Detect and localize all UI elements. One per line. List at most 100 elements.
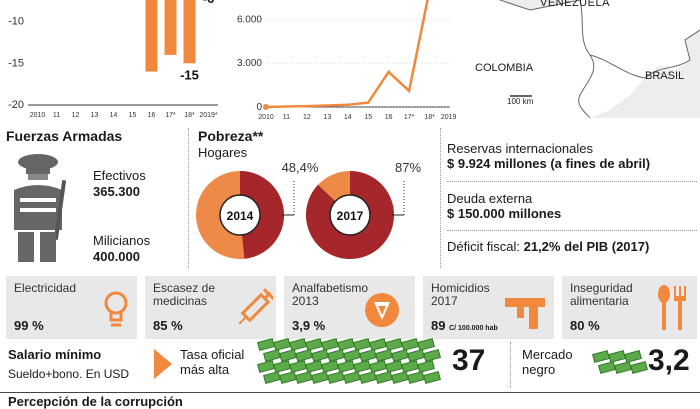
gun-icon [505, 298, 545, 329]
donut-hole [329, 194, 371, 236]
line-x-tick: 12 [303, 114, 311, 121]
bar-chart: -5-10-15-20201011121314151617*18*2019*-1… [0, 0, 225, 125]
map-scale: 100 km [507, 97, 534, 106]
official-rate-value: 37 [452, 344, 486, 377]
bar-x-tick: 12 [72, 112, 80, 119]
bar-y-tick: -20 [8, 99, 24, 111]
line-point [263, 104, 269, 110]
salary-subtitle: Sueldo+bono. En USD [8, 367, 130, 381]
money-bill-icon [391, 371, 409, 384]
money-bill-icon [592, 350, 610, 363]
line-y-tick: 0 [256, 102, 262, 113]
fork-spoon-icon [658, 285, 686, 330]
soldier-icon [14, 154, 67, 262]
indicator-title: Escasez de medicinas [153, 281, 216, 308]
black-market-value: 3,2 [648, 344, 690, 377]
money-bills-official [257, 338, 443, 386]
line-y-tick: 3.000 [237, 58, 262, 69]
donut-year: 2017 [337, 209, 364, 223]
line-x-tick: 11 [283, 114, 290, 121]
map-label-brasil: BRASIL [645, 70, 685, 82]
donut-main [306, 171, 394, 259]
poverty-title: Pobreza** [198, 128, 264, 144]
indicator-value: 3,9 % [292, 318, 326, 333]
bar-x-tick: 14 [110, 112, 118, 119]
bar [183, 0, 196, 64]
pencil-icon [365, 293, 399, 327]
deficit: Déficit fiscal: 21,2% del PIB (2017) [447, 239, 649, 254]
money-bills-black [592, 350, 648, 374]
deficit-label: Déficit fiscal: [447, 239, 520, 254]
debt-value: $ 150.000 millones [447, 206, 562, 221]
bar-chart-svg: -5-10-15-20201011121314151617*18*2019*-1… [8, 0, 218, 119]
salary-title: Salario mínimo [8, 347, 102, 362]
money-bill-icon [343, 371, 361, 384]
reserves-value: $ 9.924 millones (a fines de abril) [447, 156, 651, 171]
donut-pct-label: 87% [395, 160, 421, 175]
indicator-value: 80 % [570, 318, 600, 333]
bar-x-tick: 2010 [30, 112, 46, 119]
indicator-title: Analfabetismo 2013 [292, 281, 369, 308]
indicator-title: Electricidad [14, 281, 77, 295]
money-bill-icon [327, 371, 345, 384]
money-bill-icon [630, 361, 648, 374]
money-bill-icon [423, 371, 441, 384]
troops-value: 365.300 [93, 184, 140, 199]
bar [145, 0, 158, 72]
indicator-value: 85 % [153, 318, 183, 333]
line-x-tick: 13 [323, 114, 331, 121]
money-bill-icon [407, 371, 425, 384]
map-label-colombia: COLOMBIA [475, 62, 534, 74]
bar-y-tick: -10 [8, 16, 24, 28]
money-bill-icon [257, 360, 275, 373]
line-y-tick: 6.000 [237, 14, 262, 25]
militia-label: Milicianos [93, 233, 151, 248]
indicator-unit: C/ 100.000 hab [449, 325, 498, 332]
indicator-electricity: Electricidad 99 % [6, 276, 137, 339]
indicator-title: Homicidios 2017 [431, 281, 490, 308]
lightbulb-icon [104, 291, 128, 327]
money-bill-icon [295, 371, 313, 384]
bar-data-label: -15 [180, 67, 199, 82]
indicator-title: Inseguridad alimentaria [570, 281, 633, 308]
map: VENEZUELA COLOMBIA BRASIL 100 km [460, 0, 700, 118]
money-bill-icon [311, 371, 329, 384]
line-x-tick: 2019* [441, 114, 456, 121]
troops-label: Efectivos [93, 168, 146, 183]
line-x-tick: 17* [404, 114, 415, 121]
syringe-icon [238, 288, 273, 325]
indicator-homicides: Homicidios 2017 89 C/ 100.000 hab [423, 276, 554, 339]
bar-x-tick: 2019* [199, 112, 218, 119]
donut-hole [219, 194, 261, 236]
map-shape [460, 0, 700, 118]
bar-y-tick: -15 [8, 57, 24, 69]
black-market-label: Mercado negro [522, 347, 573, 377]
money-bill-icon [279, 371, 297, 384]
indicator-value-group: 89 C/ 100.000 hab [431, 318, 498, 333]
line-x-tick: 14 [344, 114, 352, 121]
bar [164, 0, 177, 55]
donut-pct-label: 48,4% [282, 160, 319, 175]
arrow-icon [154, 349, 172, 379]
money-bill-icon [359, 371, 377, 384]
money-bill-icon [375, 371, 393, 384]
bar-x-tick: 18* [184, 112, 195, 119]
map-label-venezuela: VENEZUELA [540, 0, 610, 9]
poverty-donuts: 2014 48,4% 2017 87% [196, 160, 421, 259]
indicator-medicine: Escasez de medicinas 85 % [145, 276, 276, 339]
money-bill-icon [263, 371, 281, 384]
deficit-value: 21,2% del PIB (2017) [523, 239, 650, 254]
militia-value: 400.000 [93, 249, 140, 264]
indicator-value: 99 % [14, 318, 44, 333]
indicator-value: 89 [431, 318, 446, 333]
bar-x-tick: 11 [53, 112, 60, 119]
debt-label: Deuda externa [447, 191, 533, 206]
line-x-tick: 18* [424, 114, 435, 121]
poverty-subtitle: Hogares [198, 145, 248, 160]
armed-forces-title: Fuerzas Armadas [6, 128, 123, 144]
bar-x-tick: 16 [148, 112, 156, 119]
reserves-label: Reservas internacionales [447, 141, 593, 156]
bar-x-tick: 17* [165, 112, 176, 119]
